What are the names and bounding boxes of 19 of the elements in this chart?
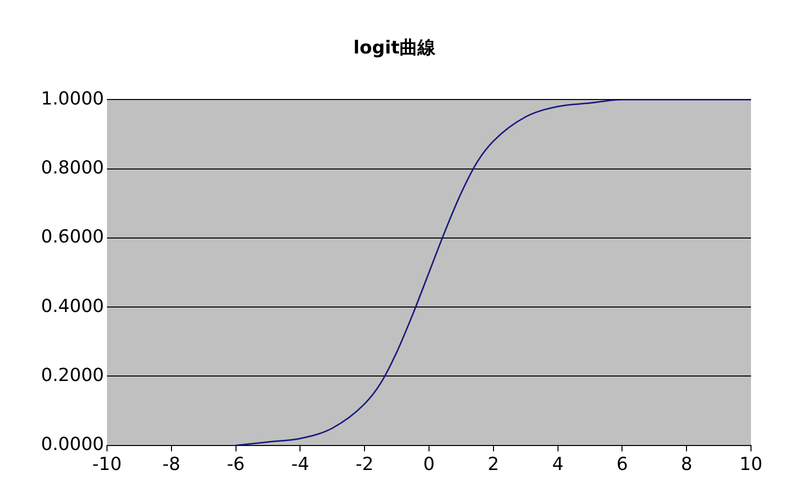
x-tick-label: -4 (291, 454, 310, 475)
x-tick-label: -8 (162, 454, 180, 475)
x-tick-label: 6 (616, 454, 628, 475)
y-tick-label: 0.8000 (41, 157, 104, 178)
x-tick-label: -10 (92, 454, 122, 475)
chart-title: logit曲線 (353, 37, 437, 58)
x-tick-label: 10 (740, 454, 762, 475)
y-tick-label: 0.2000 (41, 364, 104, 386)
y-tick-label: 0.0000 (41, 434, 104, 456)
y-tick-label: 1.0000 (41, 88, 104, 110)
y-tick-label: 0.6000 (41, 226, 104, 248)
x-tick-label: 4 (552, 454, 564, 475)
x-tick-label: 8 (680, 454, 692, 475)
line-series (235, 100, 751, 446)
x-tick-label: 0 (423, 454, 435, 475)
x-tick-label: -6 (226, 454, 245, 475)
y-tick-label: 0.4000 (41, 296, 104, 317)
x-tick-label: 2 (488, 454, 500, 475)
x-tick-label: -2 (356, 454, 374, 475)
